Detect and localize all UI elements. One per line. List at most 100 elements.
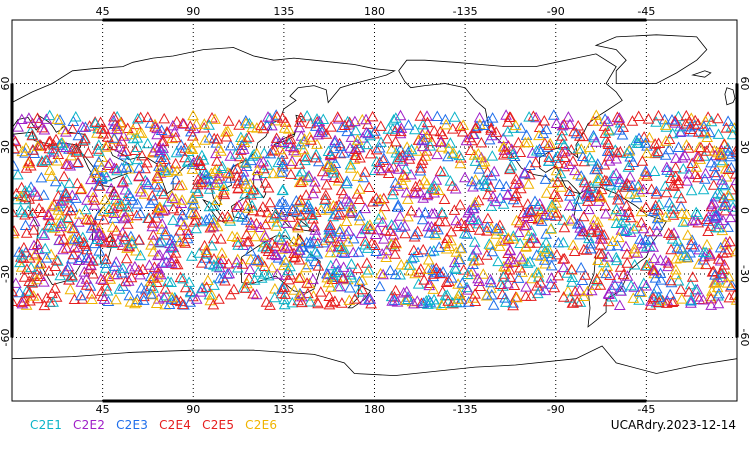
observation-marker: [437, 297, 450, 308]
observation-marker: [359, 238, 372, 250]
observation-marker: [16, 248, 28, 260]
observation-marker: [428, 180, 441, 191]
observation-marker: [78, 238, 91, 249]
observation-marker: [660, 254, 672, 266]
observation-marker: [685, 297, 697, 308]
observation-marker: [563, 158, 576, 169]
observation-marker: [628, 246, 641, 257]
observation-marker: [389, 284, 402, 296]
observation-marker: [503, 263, 516, 275]
observation-marker: [493, 240, 506, 251]
observation-marker: [652, 109, 665, 121]
observation-marker: [319, 189, 332, 200]
observation-marker: [223, 212, 236, 224]
observation-marker: [362, 127, 374, 139]
observation-marker: [639, 234, 652, 245]
observation-marker: [118, 233, 130, 245]
observation-marker: [107, 114, 120, 126]
observation-marker: [453, 149, 466, 161]
observation-marker: [469, 288, 481, 299]
observation-marker: [286, 202, 298, 214]
observation-marker: [334, 200, 347, 212]
observation-marker: [670, 252, 682, 264]
observation-marker: [264, 196, 276, 208]
observation-marker: [344, 142, 356, 153]
observation-marker: [428, 207, 441, 219]
observation-marker: [312, 155, 325, 167]
observation-marker: [665, 229, 678, 240]
observation-marker: [662, 257, 675, 268]
observation-marker: [213, 177, 225, 188]
observation-marker: [270, 132, 283, 143]
observation-marker: [75, 276, 88, 287]
observation-marker: [427, 283, 440, 294]
observation-marker: [309, 151, 322, 163]
observation-marker: [723, 291, 736, 303]
observation-marker: [421, 110, 433, 121]
observation-marker: [93, 227, 106, 238]
observation-marker: [388, 240, 401, 252]
observation-marker: [637, 222, 650, 234]
observation-marker: [207, 298, 220, 310]
observation-marker: [352, 246, 365, 257]
observation-marker: [386, 188, 399, 200]
observation-marker: [26, 207, 39, 218]
observation-marker: [71, 177, 84, 189]
observation-marker: [473, 224, 486, 235]
observation-marker: [280, 256, 292, 267]
observation-marker: [396, 155, 409, 166]
observation-marker: [697, 246, 710, 257]
observation-marker: [276, 196, 289, 207]
observation-marker: [30, 273, 43, 285]
observation-marker: [35, 257, 47, 268]
observation-marker: [23, 252, 36, 263]
coastline-iceland: [691, 70, 712, 78]
observation-marker: [401, 141, 413, 152]
observation-marker: [324, 148, 337, 159]
lon-tick-label-bottom: -90: [547, 403, 565, 416]
observation-marker: [207, 232, 220, 244]
observation-marker: [542, 243, 555, 254]
observation-marker: [534, 276, 547, 288]
observation-marker: [19, 219, 32, 230]
observation-marker: [684, 123, 697, 134]
observation-marker: [165, 234, 178, 245]
observation-marker: [418, 274, 430, 285]
observation-marker: [661, 294, 674, 306]
observation-marker: [307, 212, 319, 224]
observation-marker: [89, 117, 102, 128]
observation-marker: [291, 219, 304, 231]
observation-marker: [292, 221, 304, 233]
observation-marker: [280, 217, 293, 228]
observation-marker: [200, 244, 213, 255]
observation-marker: [713, 218, 726, 229]
observation-marker: [155, 124, 168, 135]
observation-marker: [653, 211, 666, 222]
observation-marker: [362, 263, 375, 275]
observation-marker: [211, 173, 224, 184]
observation-marker: [567, 213, 579, 224]
observation-marker: [332, 209, 345, 220]
observation-marker: [577, 150, 589, 161]
observation-marker: [251, 164, 264, 176]
observation-marker: [624, 226, 637, 237]
observation-marker: [481, 188, 494, 200]
observation-marker: [266, 145, 279, 156]
observation-marker: [19, 191, 32, 202]
observation-marker: [613, 112, 626, 123]
observation-marker: [630, 134, 642, 146]
observation-marker: [215, 145, 227, 156]
observation-marker: [622, 206, 635, 217]
observation-marker: [313, 115, 326, 127]
observation-marker: [286, 155, 299, 166]
observation-marker: [311, 247, 324, 259]
observation-marker: [189, 136, 202, 148]
observation-marker: [144, 288, 157, 299]
observation-marker: [692, 118, 704, 129]
observation-marker: [294, 234, 307, 245]
observation-marker: [53, 139, 66, 150]
observation-marker: [464, 214, 476, 226]
observation-marker: [206, 289, 218, 300]
observation-marker: [472, 214, 484, 226]
observation-marker: [95, 273, 107, 284]
